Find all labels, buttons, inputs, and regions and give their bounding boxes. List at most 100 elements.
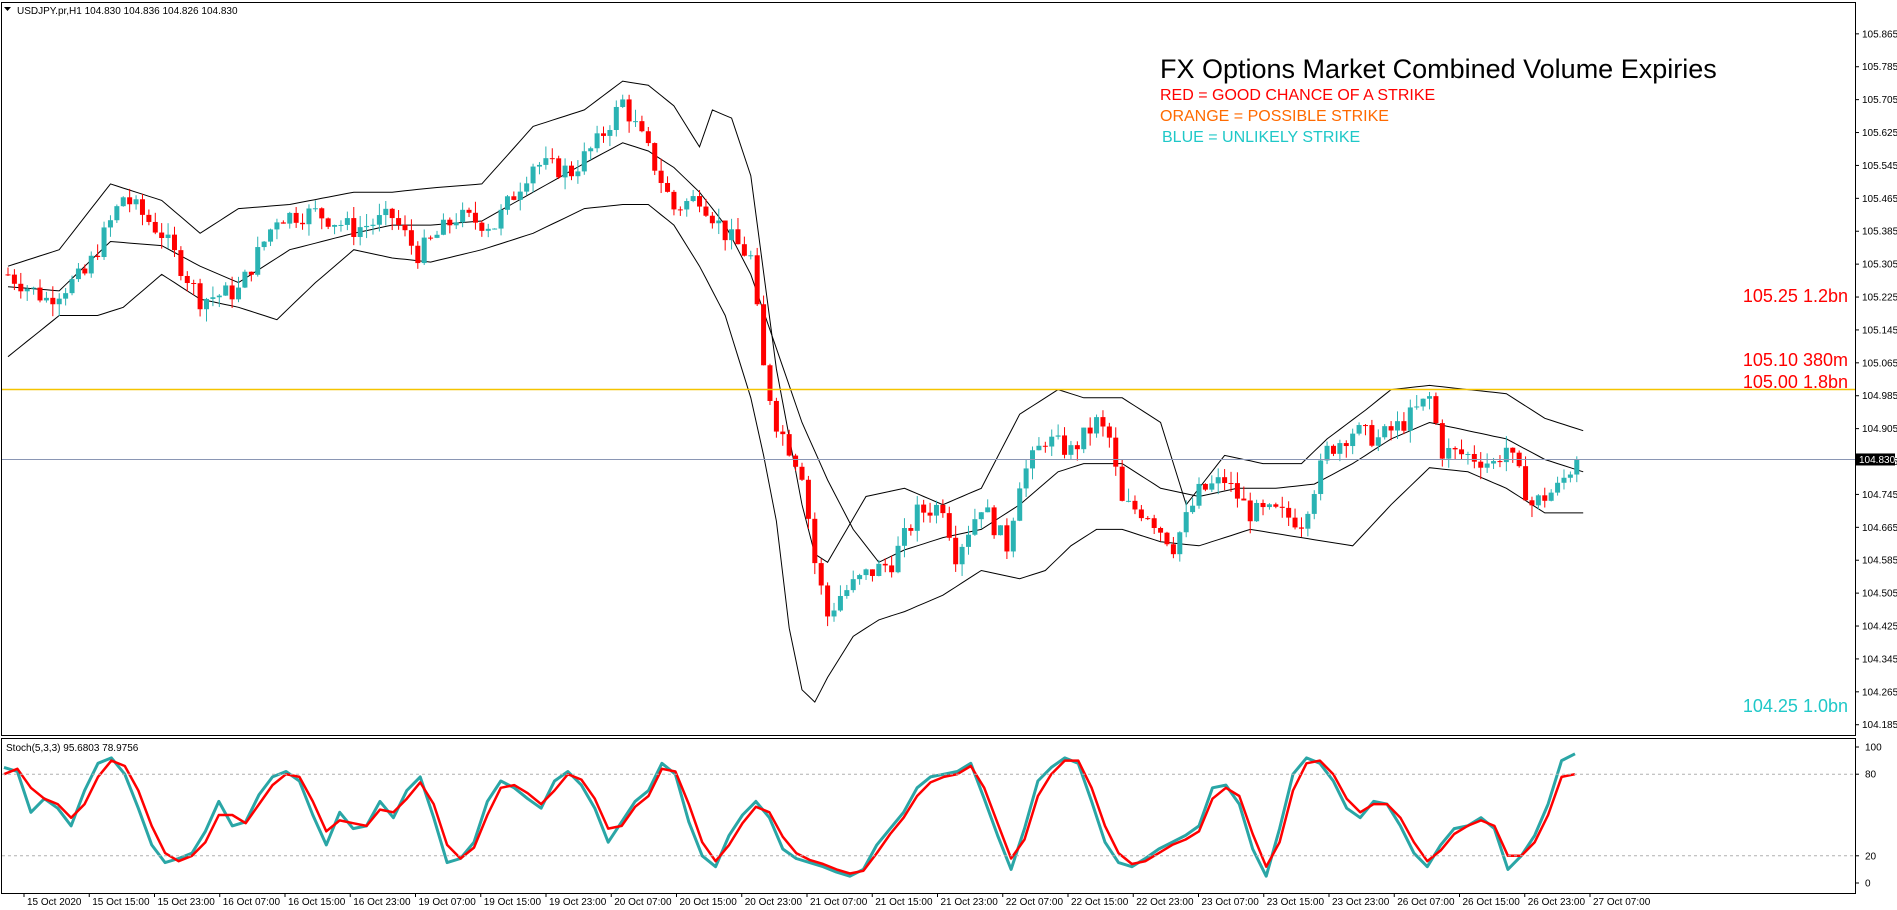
time-axis: 15 Oct 2020 15 Oct 15:00 15 Oct 23:00 16 Oc… bbox=[23, 893, 1651, 908]
candle-body bbox=[1298, 527, 1304, 529]
candle-body bbox=[1311, 494, 1317, 514]
candle-body bbox=[1407, 407, 1413, 431]
candle-body bbox=[261, 241, 267, 248]
candle-body bbox=[293, 212, 299, 223]
candle-body bbox=[1081, 427, 1087, 450]
candle-body bbox=[1164, 532, 1170, 545]
price-tick-label: 104.985 bbox=[1862, 391, 1897, 402]
price-axis: 105.865 105.785 105.705 105.625 105.545 105.4… bbox=[1855, 29, 1897, 731]
time-tick-label: 20 Oct 07:00 bbox=[614, 897, 672, 908]
candle-body bbox=[1215, 477, 1221, 484]
candle-body bbox=[274, 222, 280, 230]
candle-body bbox=[677, 209, 683, 211]
candle-body bbox=[152, 221, 158, 233]
price-tick-label: 105.625 bbox=[1862, 128, 1897, 139]
candle-body bbox=[1266, 504, 1272, 508]
candle-body bbox=[882, 563, 888, 566]
candle-body bbox=[37, 287, 43, 301]
price-tick-label: 105.785 bbox=[1862, 62, 1897, 73]
time-tick-label: 26 Oct 07:00 bbox=[1397, 897, 1455, 908]
candle-body bbox=[1260, 502, 1266, 508]
candle-body bbox=[11, 274, 17, 284]
candle-body bbox=[268, 229, 274, 242]
candle-body bbox=[43, 297, 49, 301]
candle-body bbox=[1343, 443, 1349, 447]
candle-body bbox=[1177, 532, 1183, 555]
candle-body bbox=[908, 528, 914, 531]
candle-body bbox=[133, 199, 139, 205]
candle-body bbox=[396, 218, 402, 225]
candle-body bbox=[780, 431, 786, 435]
candle-body bbox=[722, 220, 728, 241]
candle-body bbox=[1350, 433, 1356, 447]
expiry-annotation: FX Options Market Combined Volume Expiri… bbox=[1160, 54, 1717, 146]
candle-body bbox=[325, 218, 331, 227]
candle-body bbox=[146, 214, 152, 222]
candle-body bbox=[1510, 447, 1516, 453]
candle-body bbox=[204, 298, 209, 310]
candle-body bbox=[312, 208, 318, 210]
candle-body bbox=[889, 565, 895, 573]
candle-body bbox=[236, 287, 242, 300]
candle-body bbox=[575, 171, 581, 177]
candle-body bbox=[1375, 437, 1381, 446]
candle-body bbox=[1068, 445, 1074, 455]
candle-body bbox=[1446, 447, 1452, 459]
candle-body bbox=[991, 507, 997, 536]
triangle-down-icon[interactable] bbox=[4, 7, 11, 11]
candle-body bbox=[114, 206, 120, 221]
candle-body bbox=[697, 196, 703, 207]
candle-body bbox=[1279, 506, 1285, 508]
candle-body bbox=[1324, 445, 1330, 461]
candle-body bbox=[1138, 509, 1144, 519]
candle-body bbox=[1318, 460, 1324, 495]
candle-body bbox=[24, 288, 30, 292]
price-panel bbox=[1, 2, 1856, 736]
candle-body bbox=[1010, 520, 1016, 552]
candle-body bbox=[1362, 425, 1368, 427]
candle-body bbox=[1561, 477, 1567, 483]
candle-body bbox=[376, 215, 382, 225]
time-tick-label: 19 Oct 15:00 bbox=[484, 897, 542, 908]
candle-body bbox=[921, 504, 927, 513]
time-tick-label: 16 Oct 23:00 bbox=[353, 897, 411, 908]
candle-body bbox=[300, 222, 306, 225]
time-tick-label: 19 Oct 07:00 bbox=[419, 897, 477, 908]
candle-body bbox=[850, 579, 856, 591]
candle-body bbox=[626, 99, 632, 122]
candle-body bbox=[530, 166, 536, 184]
candle-body bbox=[332, 224, 338, 227]
candle-body bbox=[568, 165, 574, 177]
candle-body bbox=[914, 504, 920, 531]
bollinger-lower-line bbox=[7, 204, 1584, 703]
candle-body bbox=[1202, 483, 1208, 490]
time-tick-label: 20 Oct 23:00 bbox=[745, 897, 803, 908]
annotation-title: FX Options Market Combined Volume Expiri… bbox=[1160, 54, 1717, 84]
candle-body bbox=[594, 133, 600, 149]
candle-body bbox=[1292, 517, 1298, 528]
candle-body bbox=[1439, 423, 1445, 459]
price-tick-label: 104.425 bbox=[1862, 622, 1897, 633]
candle-body bbox=[511, 196, 517, 200]
candle-body bbox=[344, 218, 350, 225]
price-tick-label: 104.665 bbox=[1862, 523, 1897, 534]
time-tick-label: 22 Oct 07:00 bbox=[1006, 897, 1064, 908]
candle-body bbox=[1004, 525, 1010, 552]
candle-body bbox=[549, 158, 555, 160]
chart-header[interactable]: USDJPY.pr,H1 104.830 104.836 104.826 104… bbox=[4, 6, 238, 17]
candle-body bbox=[472, 212, 478, 223]
candle-body bbox=[1119, 466, 1125, 501]
candle-body bbox=[927, 512, 933, 516]
candle-body bbox=[191, 283, 197, 285]
candle-body bbox=[1023, 468, 1029, 489]
candle-body bbox=[869, 569, 875, 576]
candle-body bbox=[1017, 488, 1023, 521]
candle-body bbox=[607, 129, 613, 136]
candle-body bbox=[1132, 500, 1138, 510]
candle-body bbox=[1209, 483, 1215, 490]
candle-body bbox=[280, 222, 286, 224]
candle-body bbox=[1286, 507, 1292, 518]
candle-body bbox=[351, 218, 357, 237]
candle-body bbox=[101, 227, 107, 258]
